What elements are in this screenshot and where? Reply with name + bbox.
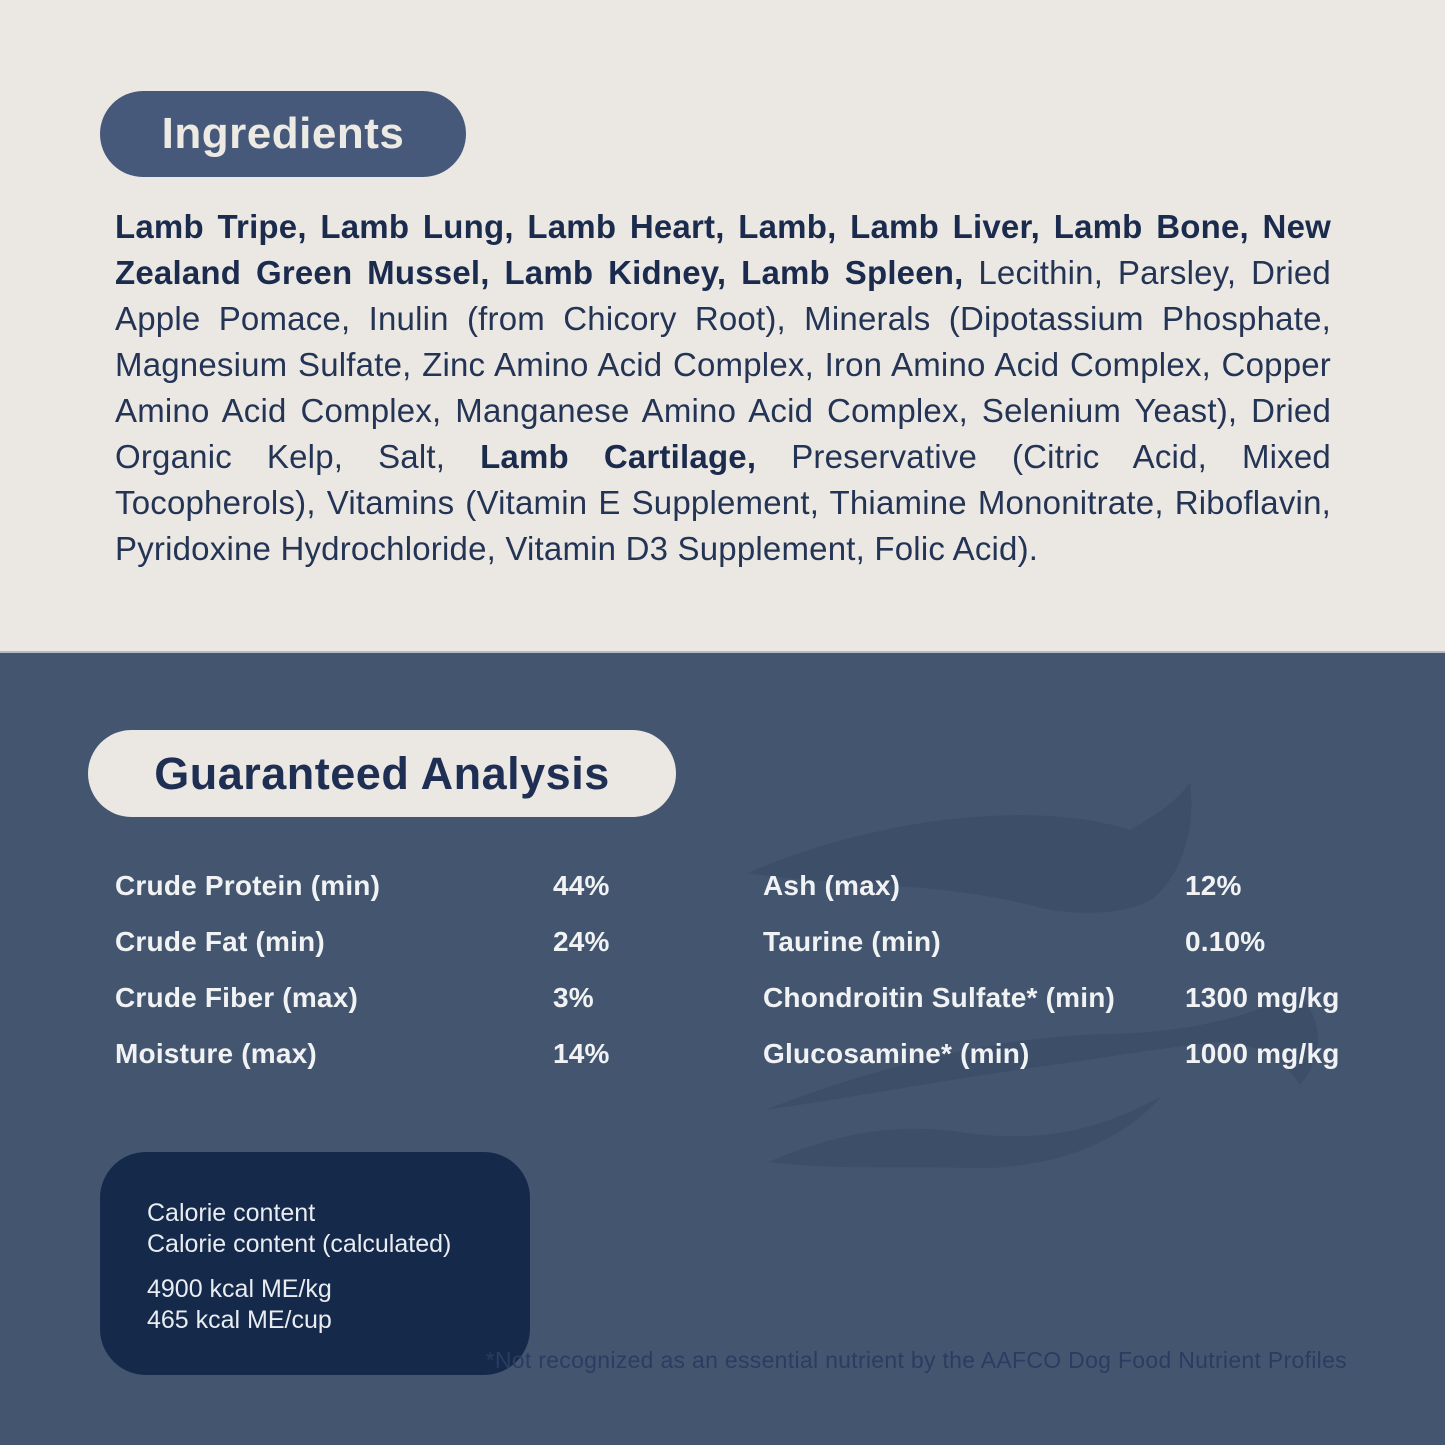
analysis-label: Crude Protein (min) <box>115 870 381 901</box>
analysis-table-left: Crude Protein (min) 44% Crude Fat (min) … <box>115 871 610 1069</box>
analysis-value: 14% <box>553 1038 610 1069</box>
analysis-value: 1300 mg/kg <box>1185 982 1340 1013</box>
calorie-values: 4900 kcal ME/kg 465 kcal ME/cup <box>147 1274 500 1336</box>
analysis-label: Glucosamine* (min) <box>763 1038 1030 1069</box>
calorie-kcal-kg: 4900 kcal ME/kg <box>147 1275 332 1303</box>
guaranteed-analysis-badge-label: Guaranteed Analysis <box>154 747 610 799</box>
analysis-label: Crude Fat (min) <box>115 926 325 957</box>
ingredients-text: Lamb Tripe, Lamb Lung, Lamb Heart, Lamb,… <box>115 204 1331 572</box>
ingredients-regular-1: Lecithin, Parsley, Dried Apple Pomace, I… <box>115 254 1331 475</box>
ingredients-bold-mid: Lamb Cartilage, <box>480 438 757 475</box>
analysis-label: Ash (max) <box>763 870 901 901</box>
analysis-value: 44% <box>553 870 610 901</box>
ingredients-badge: Ingredients <box>100 91 466 177</box>
analysis-value: 3% <box>553 982 594 1013</box>
ingredients-badge-label: Ingredients <box>161 109 405 158</box>
calorie-content-title: Calorie content <box>147 1199 316 1227</box>
guaranteed-analysis-section: Guaranteed Analysis Crude Protein (min) … <box>0 651 1445 1445</box>
ingredients-section: Ingredients Lamb Tripe, Lamb Lung, Lamb … <box>0 0 1445 651</box>
aafco-footnote: *Not recognized as an essential nutrient… <box>485 1347 1347 1373</box>
calorie-content-subtitle: Calorie content (calculated) <box>147 1230 452 1258</box>
guaranteed-analysis-badge: Guaranteed Analysis <box>88 730 676 817</box>
ingredients-regular-2: Preservative (Citric Acid, Mixed Tocophe… <box>115 438 1331 567</box>
ingredients-bold-lead: Lamb Tripe, Lamb Lung, Lamb Heart, Lamb,… <box>115 208 1331 291</box>
analysis-value: 24% <box>553 926 610 957</box>
calorie-content-box: Calorie content Calorie content (calcula… <box>100 1152 530 1375</box>
analysis-label: Chondroitin Sulfate* (min) <box>763 982 1116 1013</box>
analysis-value: 0.10% <box>1185 926 1266 957</box>
analysis-value: 12% <box>1185 870 1242 901</box>
analysis-label: Moisture (max) <box>115 1038 317 1069</box>
analysis-table-right: Ash (max) 12% Taurine (min) 0.10% Chondr… <box>763 871 1340 1069</box>
calorie-kcal-cup: 465 kcal ME/cup <box>147 1306 332 1334</box>
analysis-value: 1000 mg/kg <box>1185 1038 1340 1069</box>
analysis-label: Taurine (min) <box>763 926 941 957</box>
analysis-label: Crude Fiber (max) <box>115 982 358 1013</box>
